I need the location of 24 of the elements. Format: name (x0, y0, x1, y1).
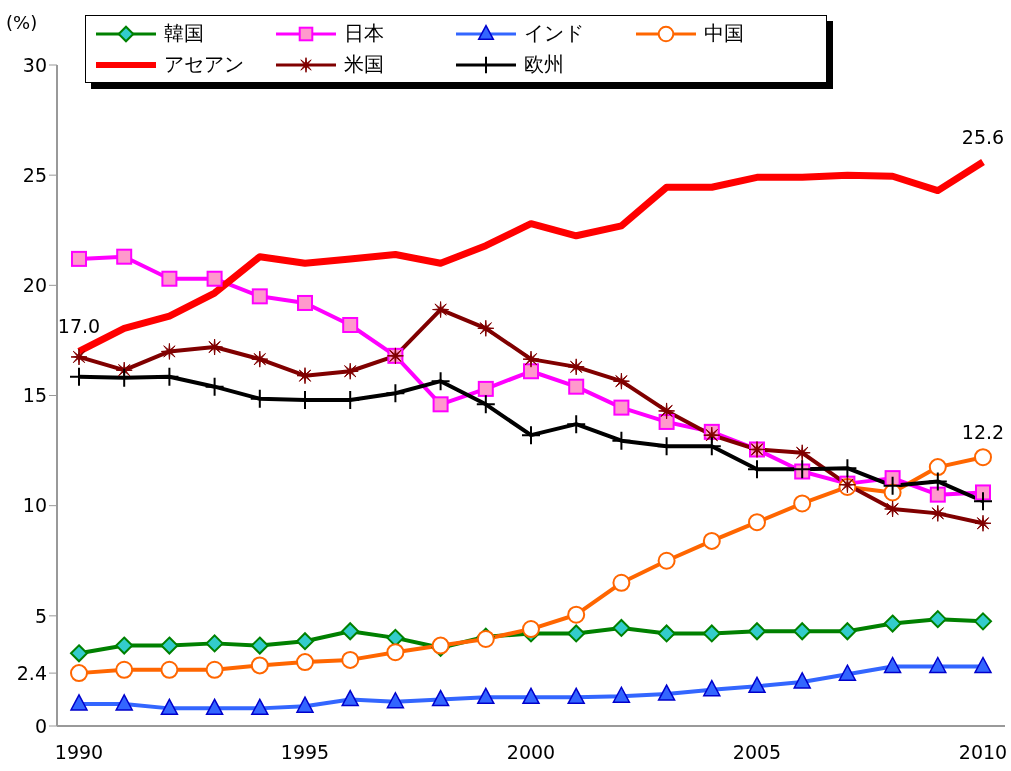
x-tick-label: 1995 (280, 741, 330, 764)
x-tick-label: 2005 (732, 741, 782, 764)
legend-label: インド (524, 20, 584, 47)
annotation: 25.6 (961, 125, 1005, 148)
annotation: 17.0 (57, 315, 101, 338)
legend-label: 欧州 (524, 51, 564, 78)
annotation: 12.2 (961, 421, 1005, 444)
legend-label: 韓国 (164, 20, 204, 47)
y-axis-title: (%) (6, 12, 38, 33)
y-tick-label: 20 (22, 274, 47, 297)
x-tick-label: 2000 (506, 741, 556, 764)
y-tick-label: 30 (22, 53, 47, 76)
y-tick-label: 5 (34, 604, 47, 627)
legend-label: 中国 (704, 20, 744, 47)
legend-label: 日本 (344, 20, 384, 47)
x-tick-label: 2010 (958, 741, 1008, 764)
legend-label: アセアン (164, 51, 244, 78)
y-tick-label: 0 (34, 714, 47, 737)
legend-label: 米国 (344, 51, 384, 78)
y-tick-label: 15 (22, 384, 47, 407)
x-tick-label: 1990 (54, 741, 104, 764)
y-tick-label: 10 (22, 494, 47, 517)
y-tick-label: 2.4 (16, 661, 47, 684)
y-tick-label: 25 (22, 163, 47, 186)
